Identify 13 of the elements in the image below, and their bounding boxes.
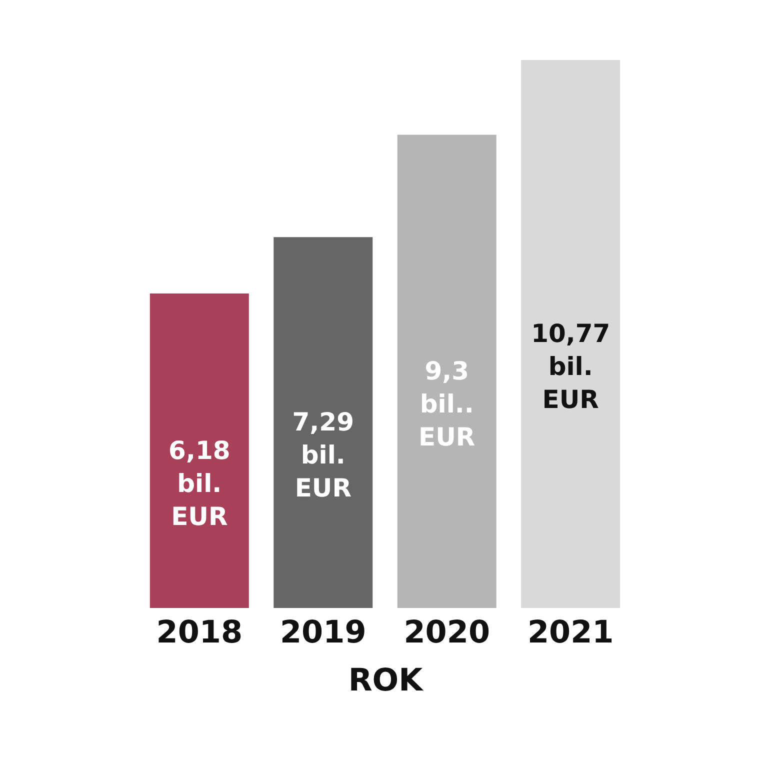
- x-axis-title: ROK: [348, 662, 424, 698]
- data-label: 9,3 bil.. EUR: [418, 356, 476, 452]
- x-tick-label: 2020: [404, 614, 490, 650]
- data-label: 10,77 bil. EUR: [531, 319, 610, 414]
- bar: [274, 237, 373, 608]
- x-tick-label: 2021: [527, 614, 614, 650]
- bar: [397, 134, 496, 608]
- bar: [150, 294, 249, 608]
- x-tick-label: 2018: [156, 614, 243, 650]
- data-label: 7,29 bil. EUR: [292, 408, 354, 503]
- x-tick-label: 2019: [280, 614, 366, 650]
- data-label: 6,18 bil. EUR: [168, 436, 230, 531]
- bar: [521, 60, 620, 608]
